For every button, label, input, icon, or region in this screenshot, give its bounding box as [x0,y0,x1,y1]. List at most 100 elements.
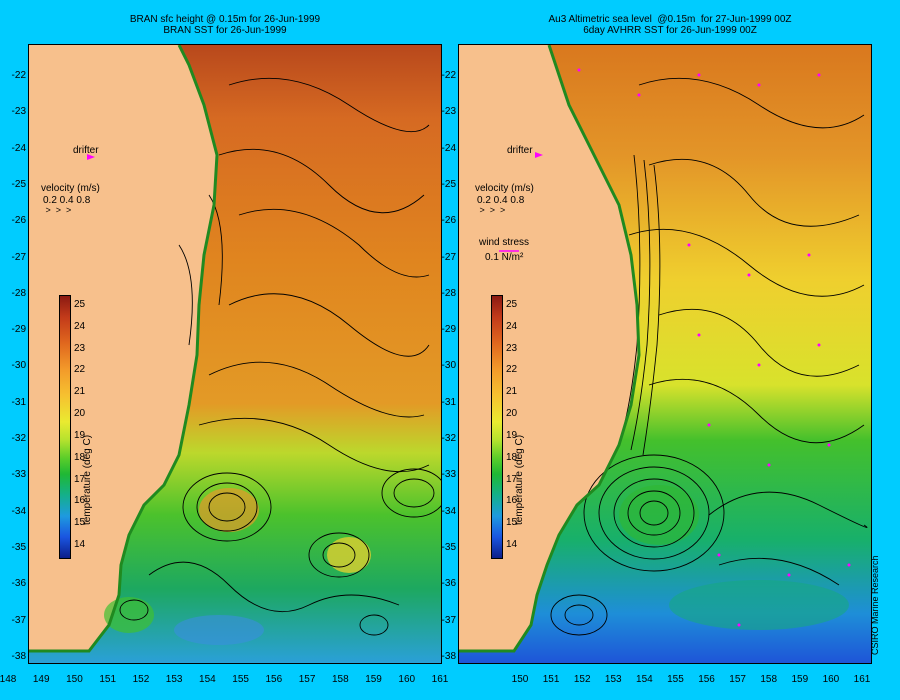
colorbar-tick-label: 21 [74,386,86,398]
right-ocean-sst [459,45,871,663]
right-drifter-label: drifter [507,145,533,156]
latitude-tick-label: -30 [11,360,26,372]
latitude-tick-label: -22 [441,70,456,81]
longitude-tick-label: 154 [199,674,216,685]
right-sealevel-contours [550,77,868,636]
left-title-line1: BRAN sfc height @ 0.15m for 26-Jun-1999 [129,14,321,25]
longitude-tick-label: 159 [365,674,382,685]
right-title-line2: 6day AVHRR SST for 26-Jun-1999 00Z [583,25,757,36]
latitude-tick-label: -24 [441,142,456,154]
longitude-tick-label: 152 [132,674,150,685]
longitude-tick-label: 158 [331,674,349,685]
latitude-tick-label: -34 [441,505,456,517]
latitude-tick-label: -28 [441,287,456,299]
latitude-tick-label: -26 [441,215,456,227]
latitude-tick-label: -31 [11,396,26,408]
latitude-tick-label: -25 [441,178,456,190]
colorbar-tick-label: 20 [506,408,518,420]
longitude-tick-label: 150 [511,674,529,685]
left-drifter-label: drifter [73,145,99,156]
colorbar-tick-label: 25 [74,299,86,310]
right-sst-map [459,45,871,663]
colorbar-tick-label: 20 [74,408,86,420]
latitude-tick-label: -25 [11,178,26,190]
latitude-tick-label: -37 [11,614,26,626]
latitude-tick-label: -38 [441,650,456,662]
longitude-tick-label: 151 [542,674,560,685]
right-velocity-arrows: ˃ ˃ > [477,205,506,215]
colorbar-tick-label: 22 [74,364,86,376]
colorbar-tick-label: 18 [506,451,518,463]
right-velocity-label: velocity (m/s) [475,183,534,194]
longitude-tick-label: 155 [667,674,684,685]
right-colorbar [491,295,503,559]
longitude-tick-label: 151 [99,674,117,685]
latitude-tick-label: -35 [11,541,26,553]
longitude-tick-label: 149 [32,674,50,685]
longitude-tick-label: 153 [604,674,622,685]
left-colorbar [59,295,71,559]
latitude-tick-label: -27 [11,251,26,263]
credit-label: CSIRO Marine Research [870,555,880,655]
latitude-tick-label: -33 [11,469,26,481]
longitude-tick-label: 150 [66,674,83,685]
latitude-tick-label: -32 [441,433,456,444]
colorbar-tick-label: 16 [506,495,518,507]
latitude-tick-label: -24 [11,142,26,154]
longitude-tick-label: 160 [822,674,840,685]
longitude-tick-label: 153 [165,674,183,685]
right-colorbar-title: temperature (deg C) [514,434,525,525]
right-map-title: Au3 Altimetric sea level @0.15m for 27-J… [500,14,840,36]
latitude-tick-label: -22 [11,70,26,81]
left-map-title: BRAN sfc height @ 0.15m for 26-Jun-1999 B… [90,14,360,36]
right-coastline [459,45,641,653]
colorbar-tick-label: 17 [74,473,86,485]
colorbar-tick-label: 15 [506,517,518,529]
right-velocity-scale: 0.2 0.4 0.8 [477,195,525,206]
latitude-tick-label: -30 [441,360,456,372]
left-drifter-arrow [87,154,95,160]
right-title-line1: Au3 Altimetric sea level @0.15m for 27-J… [548,14,792,25]
longitude-tick-label: 159 [791,674,809,685]
latitude-tick-label: -36 [441,578,456,590]
longitude-tick-label: 157 [729,674,746,685]
right-wind-value: 0.1 N/m² [485,252,524,263]
left-height-contours [119,77,441,636]
colorbar-tick-label: 24 [74,320,86,332]
colorbar-tick-label: 24 [506,320,518,332]
longitude-tick-label: 156 [265,674,283,685]
left-velocity-label: velocity (m/s) [41,183,100,194]
longitude-tick-label: 156 [698,674,715,685]
latitude-tick-label: -36 [11,578,26,590]
left-title-line2: BRAN SST for 26-Jun-1999 [163,25,287,36]
colorbar-tick-label: 23 [74,342,86,354]
latitude-tick-label: -31 [441,396,456,408]
latitude-tick-label: -28 [11,287,26,299]
latitude-tick-label: -27 [441,251,456,263]
left-coastline [29,45,219,653]
latitude-tick-label: -23 [441,106,456,118]
latitude-tick-label: -35 [441,541,456,553]
colorbar-tick-label: 17 [506,473,518,485]
right-wind-vectors [577,68,851,627]
longitude-tick-label: 148 [0,674,17,685]
longitude-tick-label: 158 [760,674,778,685]
left-velocity-arrows: ˃ ˃ > [43,205,72,215]
longitude-tick-label: 157 [298,674,316,685]
right-wind-label: wind stress [479,237,530,248]
longitude-tick-label: 160 [398,674,416,685]
latitude-tick-label: -29 [441,324,456,336]
colorbar-tick-label: 21 [506,386,518,398]
left-colorbar-title: temperature (deg C) [82,434,93,525]
colorbar-tick-label: 22 [506,364,518,376]
left-velocity-scale: 0.2 0.4 0.8 [43,195,91,206]
longitude-tick-label: 155 [232,674,249,685]
left-ocean-sst [29,45,441,663]
longitude-tick-label: 152 [573,674,591,685]
latitude-tick-label: -29 [11,324,26,336]
colorbar-tick-label: 14 [74,539,86,550]
longitude-tick-label: 154 [636,674,653,685]
colorbar-tick-label: 15 [74,517,86,529]
colorbar-tick-label: 19 [74,429,86,441]
latitude-tick-label: -34 [11,505,26,517]
